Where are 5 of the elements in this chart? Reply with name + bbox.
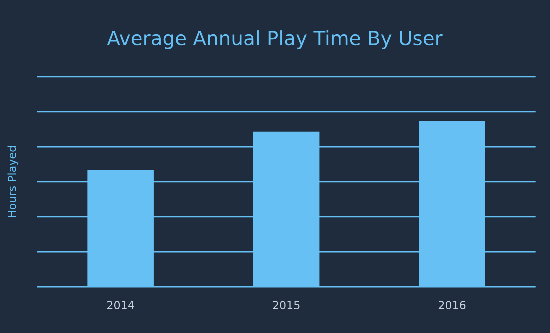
chart-title: Average Annual Play Time By User [107, 30, 443, 50]
x-tick-label: 2016 [438, 301, 466, 310]
y-axis-title: Hours Played [8, 146, 19, 218]
x-tick-label: 2014 [107, 301, 134, 310]
x-tick-label: 2015 [273, 301, 300, 310]
